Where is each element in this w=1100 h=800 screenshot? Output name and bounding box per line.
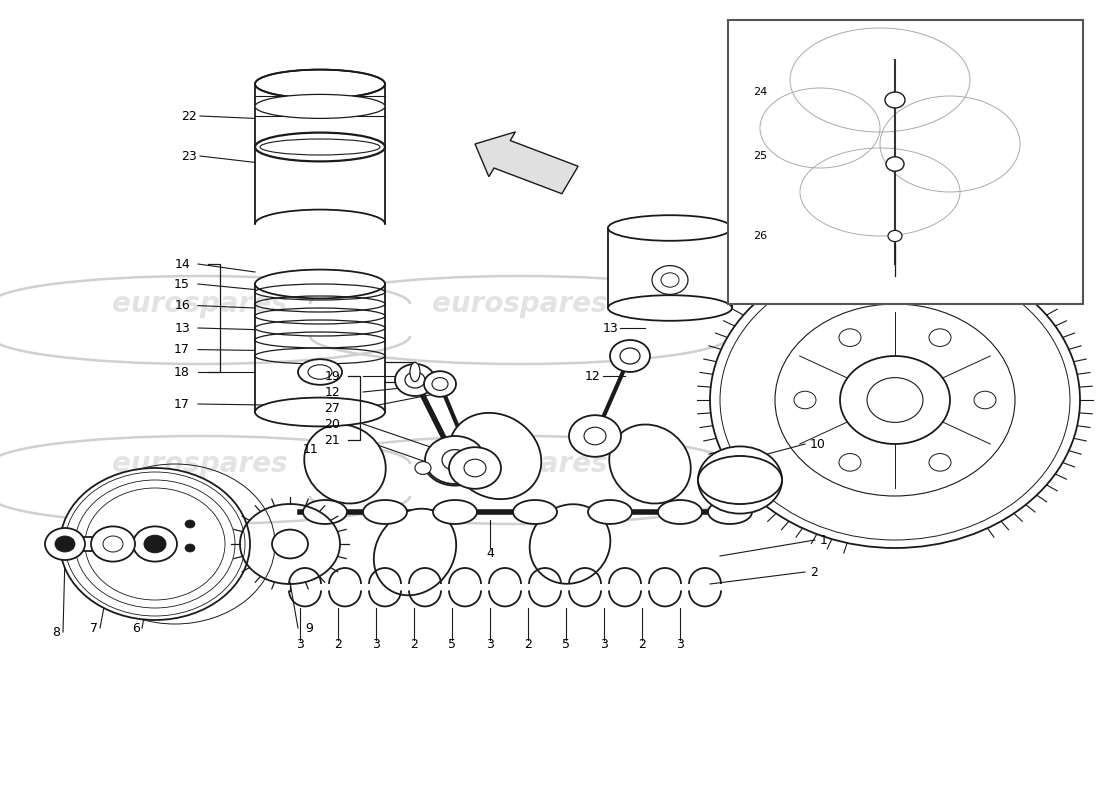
Circle shape	[698, 446, 782, 514]
Ellipse shape	[433, 500, 477, 524]
Text: 2: 2	[334, 638, 342, 650]
Circle shape	[185, 544, 195, 552]
Text: 20: 20	[324, 418, 340, 430]
Text: 2: 2	[410, 638, 418, 650]
Bar	[608, 228, 732, 308]
Text: 17: 17	[174, 398, 190, 410]
Text: 2: 2	[524, 638, 532, 650]
Ellipse shape	[410, 362, 420, 382]
Text: 19: 19	[324, 370, 340, 382]
Text: 3: 3	[486, 638, 494, 650]
Circle shape	[91, 526, 135, 562]
Circle shape	[888, 230, 902, 242]
FancyBboxPatch shape	[728, 20, 1084, 304]
Ellipse shape	[449, 413, 541, 499]
Text: 26: 26	[754, 231, 767, 241]
Text: 27: 27	[324, 402, 340, 414]
Ellipse shape	[608, 215, 732, 241]
Ellipse shape	[658, 500, 702, 524]
Circle shape	[185, 520, 195, 528]
Text: 8: 8	[52, 626, 60, 638]
Text: 23: 23	[182, 150, 197, 162]
Text: 13: 13	[174, 322, 190, 334]
Text: 3: 3	[296, 638, 304, 650]
Circle shape	[45, 528, 85, 560]
Text: 6: 6	[132, 622, 140, 634]
Text: 10: 10	[810, 438, 826, 450]
Text: 21: 21	[324, 434, 340, 446]
Ellipse shape	[363, 500, 407, 524]
Ellipse shape	[698, 456, 782, 504]
Ellipse shape	[255, 398, 385, 426]
Text: eurospares: eurospares	[432, 290, 607, 318]
Circle shape	[144, 535, 166, 553]
FancyArrow shape	[475, 132, 579, 194]
Circle shape	[886, 157, 904, 171]
Circle shape	[425, 436, 485, 484]
Text: 4: 4	[486, 547, 494, 560]
Text: 13: 13	[603, 322, 618, 334]
Ellipse shape	[298, 359, 342, 385]
Text: 24: 24	[754, 87, 768, 97]
Text: 11: 11	[302, 443, 318, 456]
Text: 18: 18	[174, 366, 190, 378]
Text: 25: 25	[754, 151, 767, 161]
Circle shape	[60, 468, 250, 620]
Text: 12: 12	[324, 386, 340, 398]
Circle shape	[710, 252, 1080, 548]
Text: 3: 3	[372, 638, 379, 650]
Ellipse shape	[608, 295, 732, 321]
Text: 15: 15	[174, 278, 190, 290]
Ellipse shape	[530, 504, 610, 584]
Circle shape	[415, 462, 431, 474]
Text: 7: 7	[90, 622, 98, 634]
Ellipse shape	[302, 500, 346, 524]
Bar	[70, 537, 125, 551]
Circle shape	[840, 356, 950, 444]
Text: eurospares: eurospares	[432, 450, 607, 478]
Text: 16: 16	[174, 299, 190, 312]
Text: 9: 9	[305, 622, 312, 634]
Circle shape	[55, 536, 75, 552]
Text: 17: 17	[174, 343, 190, 356]
Circle shape	[272, 530, 308, 558]
Text: 22: 22	[182, 110, 197, 122]
Circle shape	[569, 415, 622, 457]
Ellipse shape	[708, 500, 752, 524]
Ellipse shape	[255, 70, 385, 98]
Text: 3: 3	[676, 638, 684, 650]
Text: eurospares: eurospares	[112, 290, 288, 318]
Text: eurospares: eurospares	[112, 450, 288, 478]
Circle shape	[133, 526, 177, 562]
Text: 5: 5	[562, 638, 570, 650]
Circle shape	[449, 447, 500, 489]
Ellipse shape	[513, 500, 557, 524]
Text: 12: 12	[584, 370, 600, 382]
Ellipse shape	[305, 425, 386, 503]
Circle shape	[424, 371, 456, 397]
Circle shape	[610, 340, 650, 372]
Text: 2: 2	[638, 638, 646, 650]
Circle shape	[478, 462, 495, 474]
Text: 1: 1	[820, 534, 828, 546]
Ellipse shape	[609, 425, 691, 503]
Ellipse shape	[255, 270, 385, 298]
Text: 3: 3	[601, 638, 608, 650]
Ellipse shape	[588, 500, 632, 524]
Circle shape	[886, 92, 905, 108]
Ellipse shape	[374, 509, 456, 595]
Circle shape	[395, 364, 434, 396]
Text: 14: 14	[174, 258, 190, 270]
Text: 5: 5	[448, 638, 456, 650]
Ellipse shape	[255, 94, 385, 118]
Text: 2: 2	[810, 566, 818, 578]
